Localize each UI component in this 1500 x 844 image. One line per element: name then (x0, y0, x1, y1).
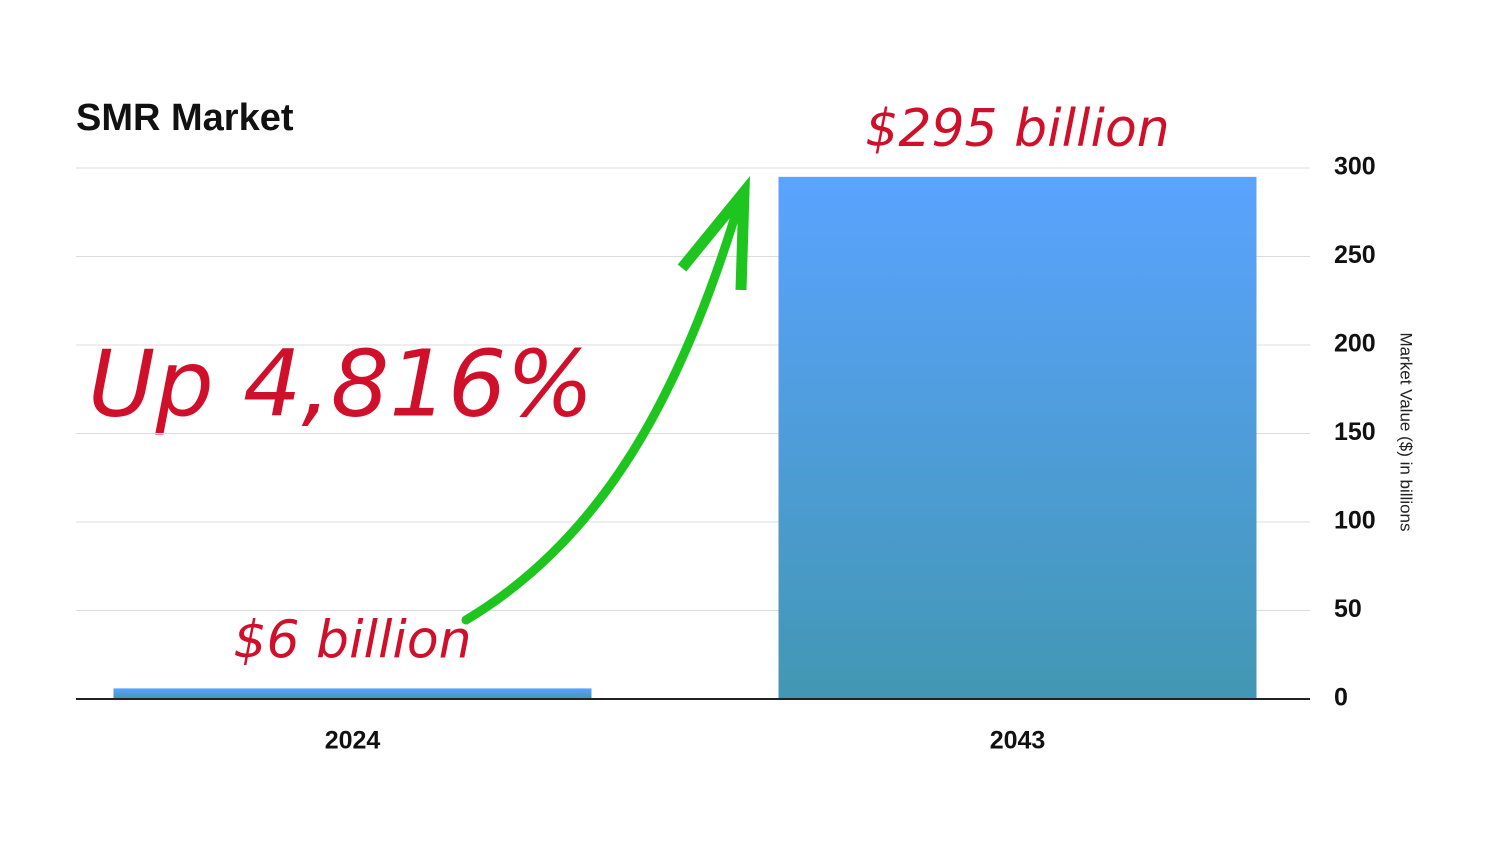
value-label: $295 billion (865, 99, 1169, 159)
y-tick-label: 100 (1334, 507, 1376, 535)
x-tick-label: 2043 (990, 727, 1046, 755)
y-tick-label: 300 (1334, 153, 1376, 181)
y-tick-label: 0 (1334, 684, 1348, 712)
y-tick-label: 150 (1334, 418, 1376, 446)
y-tick-label: 250 (1334, 241, 1376, 269)
y-tick-label: 200 (1334, 330, 1376, 358)
annotation: Up 4,816% (88, 330, 594, 437)
x-tick-label: 2024 (325, 727, 381, 755)
growth-arrow (461, 195, 745, 625)
arrow-head (677, 175, 750, 291)
value-label: $6 billion (233, 610, 471, 670)
bar (113, 688, 592, 699)
plot: 0 50 100 150 200 250 300 2024 $6 billion 2043 $295… (76, 99, 1376, 755)
y-tick-label: 50 (1334, 595, 1362, 623)
bar (778, 176, 1257, 700)
y-axis-title: Market Value ($) in billions (1397, 332, 1416, 531)
chart-title: SMR Market (76, 97, 294, 139)
